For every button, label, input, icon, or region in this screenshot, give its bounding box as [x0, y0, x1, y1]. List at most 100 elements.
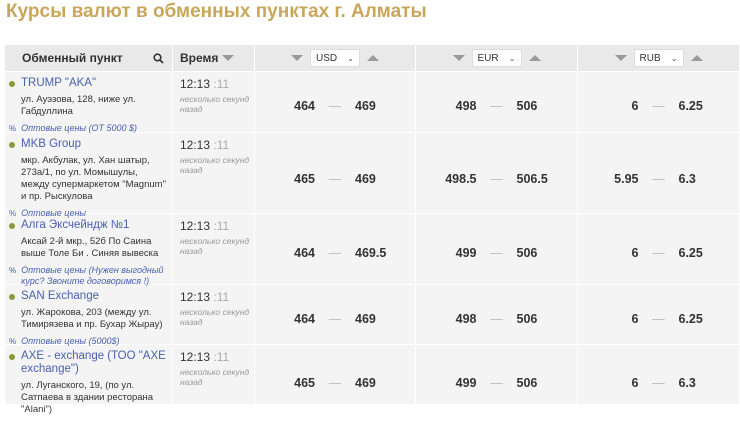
header-exchange-point[interactable]: Обменный пункт — [5, 45, 173, 71]
time-cell: 12:13 :11 несколько секунд назад — [173, 72, 255, 139]
time: 12:13 — [180, 219, 211, 233]
chevron-down-icon: ⌄ — [670, 53, 678, 63]
rate-cell: 6 — 6.25 — [578, 214, 740, 292]
dash-separator: — — [652, 171, 665, 186]
dash-separator: — — [328, 311, 342, 326]
buy-rate: 498.5 — [445, 171, 477, 186]
buy-rate: 465 — [294, 376, 315, 390]
seconds: :11 — [213, 290, 230, 304]
exchange-point-cell: Алга Эксчейндж №1 Аксай 2-й мкр., 52б По… — [5, 214, 173, 292]
dash-separator: — — [652, 311, 665, 326]
sort-sell-up-icon[interactable] — [367, 55, 379, 61]
rate-cell: 498 — 506 — [416, 72, 578, 139]
rate-cell: 6 — 6.25 — [578, 72, 740, 139]
currency-value: USD — [316, 52, 338, 64]
sell-rate: 506 — [516, 376, 538, 390]
dash-separator: — — [328, 98, 342, 113]
sell-rate: 469 — [355, 98, 376, 113]
wholesale-label: Оптовые цены (Нужен выгодный курс? Звони… — [21, 265, 164, 286]
time: 12:13 — [180, 290, 211, 304]
status-dot-icon — [9, 142, 15, 148]
sort-buy-down-icon[interactable] — [452, 55, 465, 61]
header-name-label: Обменный пункт — [22, 51, 123, 65]
seconds: :11 — [213, 350, 230, 364]
exchange-point-cell: AXE - exchange (ТОО "AXE exchange") ул. … — [5, 345, 173, 421]
time-cell: 12:13 :11 несколько секунд назад — [173, 345, 255, 421]
dash-separator: — — [652, 246, 665, 260]
sell-rate: 6.3 — [678, 171, 696, 186]
currency-select[interactable]: RUB ⌄ — [633, 49, 684, 67]
wholesale-link[interactable]: % Оптовые цены (Нужен выгодный курс? Звон… — [9, 265, 168, 287]
sell-rate: 6.3 — [678, 376, 696, 390]
rate-cell: 464 — 469.5 — [255, 214, 416, 292]
percent-icon: % — [9, 337, 17, 346]
time: 12:13 — [180, 138, 211, 152]
status-dot-icon — [9, 81, 15, 87]
wholesale-link[interactable]: % Оптовые цены (5000$) — [9, 336, 168, 347]
time-ago: несколько секунд назад — [180, 367, 250, 387]
sell-rate: 506.5 — [516, 171, 548, 186]
time: 12:13 — [180, 350, 211, 364]
wholesale-label: Оптовые цены — [21, 208, 87, 218]
buy-rate: 6 — [631, 98, 639, 113]
wholesale-link[interactable]: % Оптовые цены — [9, 208, 168, 219]
currency-column-3: RUB ⌄ — [578, 45, 740, 71]
sort-sell-up-icon[interactable] — [528, 55, 541, 61]
exchange-point-link[interactable]: AXE - exchange (ТОО "AXE exchange") — [21, 350, 166, 375]
exchange-point-cell: SAN Exchange ул. Жарокова, 203 (между ул… — [5, 285, 173, 352]
header-time-sort[interactable]: Время — [173, 45, 255, 71]
rate-cell: 464 — 469 — [255, 72, 416, 139]
sell-rate: 469.5 — [355, 246, 387, 260]
currency-select[interactable]: EUR ⌄ — [471, 49, 522, 67]
seconds: :11 — [213, 219, 230, 233]
table-row: SAN Exchange ул. Жарокова, 203 (между ул… — [5, 284, 740, 352]
table-row: Алга Эксчейндж №1 Аксай 2-й мкр., 52б По… — [5, 213, 740, 292]
sell-rate: 506 — [516, 98, 538, 113]
table-row: AXE - exchange (ТОО "AXE exchange") ул. … — [5, 344, 740, 421]
sort-buy-down-icon[interactable] — [614, 55, 627, 61]
table-row: TRUMP "AKA" ул. Ауэзова, 128, ниже ул. Г… — [5, 71, 740, 139]
buy-rate: 5.95 — [614, 171, 639, 186]
buy-rate: 464 — [294, 246, 315, 260]
currency-select[interactable]: USD ⌄ — [310, 49, 360, 67]
address: мкр. Акбулак, ул. Хан шатыр, 273а/1, по … — [21, 155, 166, 202]
dash-separator: — — [490, 246, 503, 260]
exchange-point-link[interactable]: MKB Group — [21, 138, 82, 150]
wholesale-link[interactable]: % Оптовые цены (ОТ 5000 $) — [9, 123, 168, 134]
wholesale-label: Оптовые цены (5000$) — [21, 336, 120, 346]
rate-cell: 465 — 469 — [255, 133, 416, 224]
buy-rate: 465 — [294, 171, 315, 186]
rate-cell: 499 — 506 — [416, 214, 578, 292]
time-cell: 12:13 :11 несколько секунд назад — [173, 285, 255, 352]
dash-separator: — — [490, 98, 503, 113]
sort-down-icon — [222, 55, 235, 61]
sell-rate: 506 — [516, 246, 538, 260]
time-cell: 12:13 :11 несколько секунд назад — [173, 214, 255, 292]
dash-separator: — — [490, 171, 503, 186]
dash-separator: — — [490, 376, 503, 390]
percent-icon: % — [9, 266, 17, 275]
exchange-point-link[interactable]: Алга Эксчейндж №1 — [21, 219, 130, 231]
status-dot-icon — [9, 223, 15, 229]
sell-rate: 469 — [355, 171, 376, 186]
buy-rate: 499 — [455, 376, 477, 390]
buy-rate: 499 — [455, 246, 477, 260]
seconds: :11 — [213, 77, 230, 91]
sort-buy-down-icon[interactable] — [291, 55, 303, 61]
percent-icon: % — [9, 209, 17, 218]
chevron-down-icon: ⌄ — [347, 53, 354, 63]
rate-cell: 499 — 506 — [416, 345, 578, 421]
time-ago: несколько секунд назад — [180, 236, 250, 256]
sell-rate: 6.25 — [678, 98, 703, 113]
buy-rate: 6 — [631, 311, 639, 326]
time: 12:13 — [180, 77, 211, 91]
sort-sell-up-icon[interactable] — [690, 55, 703, 61]
seconds: :11 — [213, 138, 230, 152]
rate-cell: 498.5 — 506.5 — [416, 133, 578, 224]
exchange-point-link[interactable]: SAN Exchange — [21, 290, 99, 302]
time-ago: несколько секунд назад — [180, 307, 250, 327]
sell-rate: 469 — [355, 311, 376, 326]
header-time-label: Время — [180, 51, 219, 65]
search-icon[interactable] — [153, 52, 164, 64]
exchange-point-link[interactable]: TRUMP "AKA" — [21, 77, 97, 89]
